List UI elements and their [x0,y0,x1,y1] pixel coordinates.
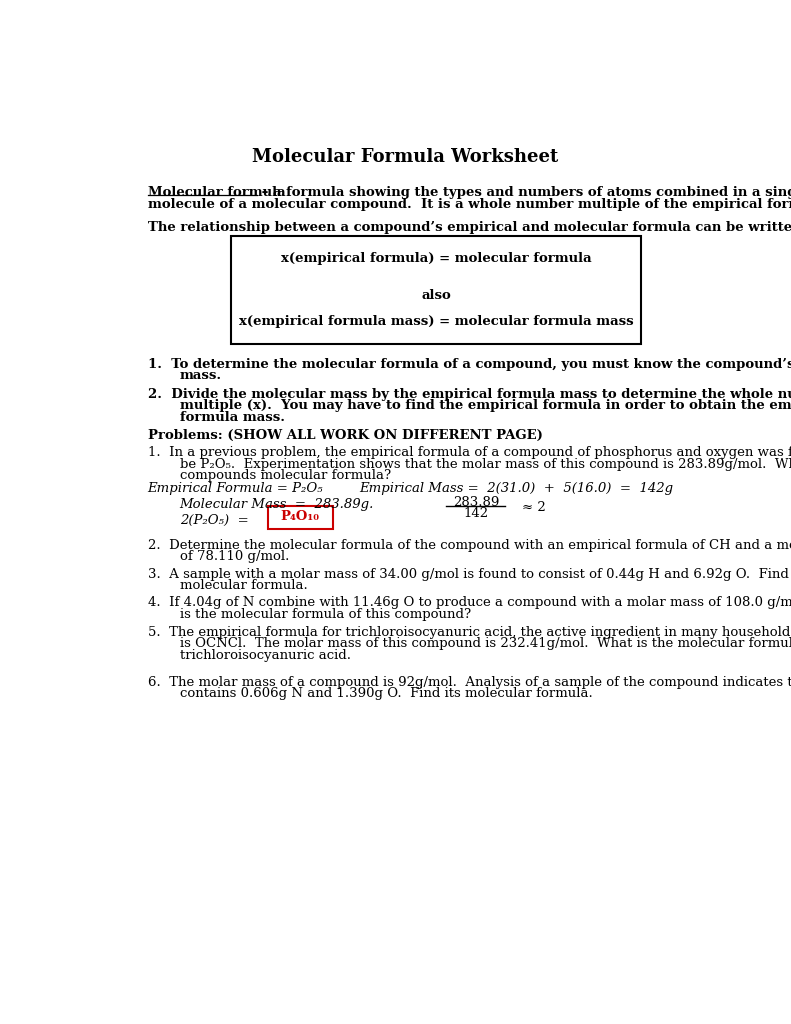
Text: is the molecular formula of this compound?: is the molecular formula of this compoun… [180,608,471,621]
Text: of 78.110 g/mol.: of 78.110 g/mol. [180,550,289,563]
Text: 5.  The empirical formula for trichloroisocyanuric acid, the active ingredient i: 5. The empirical formula for trichlorois… [148,626,791,639]
Text: – a formula showing the types and numbers of atoms combined in a single: – a formula showing the types and number… [257,186,791,199]
Text: 2.  Divide the molecular mass by the empirical formula mass to determine the who: 2. Divide the molecular mass by the empi… [148,388,791,400]
Text: Empirical Formula = P₂O₅: Empirical Formula = P₂O₅ [148,481,324,495]
Text: Problems: (SHOW ALL WORK ON DIFFERENT PAGE): Problems: (SHOW ALL WORK ON DIFFERENT PA… [148,429,543,441]
Text: formula mass.: formula mass. [180,411,285,424]
Text: contains 0.606g N and 1.390g O.  Find its molecular formula.: contains 0.606g N and 1.390g O. Find its… [180,687,592,700]
Text: is OCNCl.  The molar mass of this compound is 232.41g/mol.  What is the molecula: is OCNCl. The molar mass of this compoun… [180,637,791,650]
Text: 142: 142 [464,507,489,520]
Text: x(empirical formula) = molecular formula: x(empirical formula) = molecular formula [281,252,592,265]
Text: Molecular formula: Molecular formula [148,186,286,199]
Text: Molecular Mass  =  283.89g.: Molecular Mass = 283.89g. [180,498,374,511]
Text: trichloroisocyanuric acid.: trichloroisocyanuric acid. [180,649,350,662]
Text: 6.  The molar mass of a compound is 92g/mol.  Analysis of a sample of the compou: 6. The molar mass of a compound is 92g/m… [148,676,791,689]
Text: 3.  A sample with a molar mass of 34.00 g/mol is found to consist of 0.44g H and: 3. A sample with a molar mass of 34.00 g… [148,568,791,581]
Text: 283.89: 283.89 [452,497,499,509]
Text: The relationship between a compound’s empirical and molecular formula can be wri: The relationship between a compound’s em… [148,221,791,234]
Text: x(empirical formula mass) = molecular formula mass: x(empirical formula mass) = molecular fo… [239,315,634,329]
Text: Molecular Formula Worksheet: Molecular Formula Worksheet [252,147,558,166]
Text: compounds molecular formula?: compounds molecular formula? [180,469,391,482]
Text: molecule of a molecular compound.  It is a whole number multiple of the empirica: molecule of a molecular compound. It is … [148,198,791,211]
Text: multiple (x).  You may have to find the empirical formula in order to obtain the: multiple (x). You may have to find the e… [180,399,791,413]
Text: ≈ 2: ≈ 2 [522,501,546,514]
Text: 4.  If 4.04g of N combine with 11.46g O to produce a compound with a molar mass : 4. If 4.04g of N combine with 11.46g O t… [148,596,791,609]
FancyBboxPatch shape [268,506,333,528]
Text: Empirical Mass =  2(31.0)  +  5(16.0)  =  142g: Empirical Mass = 2(31.0) + 5(16.0) = 142… [359,481,673,495]
Text: P₄O₁₀: P₄O₁₀ [281,510,320,523]
Text: 1.  To determine the molecular formula of a compound, you must know the compound: 1. To determine the molecular formula of… [148,357,791,371]
Text: 2(P₂O₅)  =: 2(P₂O₅) = [180,514,248,527]
Text: also: also [421,289,451,302]
Text: 2.  Determine the molecular formula of the compound with an empirical formula of: 2. Determine the molecular formula of th… [148,539,791,552]
Text: mass.: mass. [180,370,221,382]
Text: be P₂O₅.  Experimentation shows that the molar mass of this compound is 283.89g/: be P₂O₅. Experimentation shows that the … [180,458,791,471]
FancyBboxPatch shape [231,237,642,344]
Text: 1.  In a previous problem, the empirical formula of a compound of phosphorus and: 1. In a previous problem, the empirical … [148,446,791,460]
Text: molecular formula.: molecular formula. [180,580,308,593]
